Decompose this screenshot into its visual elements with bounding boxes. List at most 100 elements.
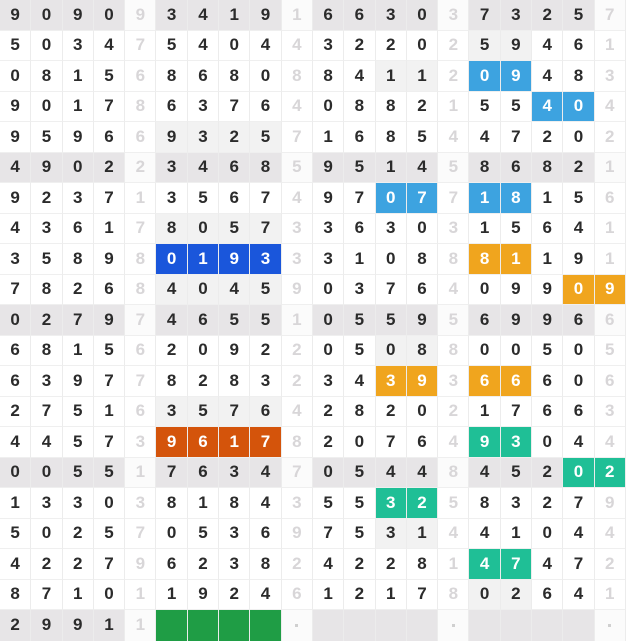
- separator-digit-cell[interactable]: 1: [438, 91, 470, 122]
- digit-cell[interactable]: 0: [187, 335, 220, 366]
- digit-cell[interactable]: 4: [0, 152, 32, 183]
- digit-cell[interactable]: 3: [375, 518, 407, 549]
- separator-digit-cell[interactable]: 2: [438, 396, 470, 427]
- digit-cell[interactable]: 3: [312, 30, 345, 61]
- separator-digit-cell[interactable]: 1: [125, 183, 157, 214]
- digit-cell[interactable]: 2: [375, 396, 407, 427]
- digit-cell[interactable]: 0: [31, 91, 63, 122]
- separator-digit-cell[interactable]: 7: [438, 183, 470, 214]
- digit-cell[interactable]: 9: [62, 122, 94, 153]
- digit-cell[interactable]: 1: [62, 61, 94, 92]
- separator-digit-cell[interactable]: 2: [594, 549, 626, 580]
- digit-cell[interactable]: 0: [31, 30, 63, 61]
- digit-cell[interactable]: 0: [312, 91, 345, 122]
- digit-cell[interactable]: 6: [250, 91, 282, 122]
- separator-digit-cell[interactable]: 3: [594, 61, 626, 92]
- digit-cell[interactable]: 3: [219, 518, 251, 549]
- orange-run-r9[interactable]: 1: [500, 244, 533, 275]
- digit-cell[interactable]: 3: [219, 457, 251, 488]
- digit-cell[interactable]: 8: [312, 61, 345, 92]
- digit-cell[interactable]: 8: [219, 488, 251, 519]
- digit-cell[interactable]: 6: [62, 213, 94, 244]
- blue-run-r3[interactable]: 9: [500, 61, 533, 92]
- separator-digit-cell[interactable]: 7: [281, 457, 313, 488]
- digit-cell[interactable]: 9: [500, 274, 533, 305]
- digit-cell[interactable]: 3: [375, 0, 407, 31]
- separator-digit-cell[interactable]: 4: [594, 427, 626, 458]
- separator-digit-cell[interactable]: 3: [281, 213, 313, 244]
- separator-digit-cell[interactable]: 8: [438, 244, 470, 275]
- teal-run-r16[interactable]: 2: [594, 457, 626, 488]
- digit-cell[interactable]: 3: [187, 91, 220, 122]
- separator-digit-cell[interactable]: 9: [125, 549, 157, 580]
- digit-cell[interactable]: 0: [406, 213, 439, 244]
- digit-cell[interactable]: 7: [406, 579, 439, 610]
- digit-cell[interactable]: 8: [344, 396, 376, 427]
- empty-cell[interactable]: [406, 610, 439, 641]
- digit-cell[interactable]: 5: [406, 122, 439, 153]
- orange-dark-run-r15[interactable]: 7: [250, 427, 282, 458]
- digit-cell[interactable]: 0: [532, 427, 564, 458]
- separator-digit-cell[interactable]: 1: [281, 305, 313, 336]
- digit-cell[interactable]: 9: [0, 91, 32, 122]
- separator-digit-cell[interactable]: 6: [125, 396, 157, 427]
- separator-digit-cell[interactable]: 6: [125, 335, 157, 366]
- digit-cell[interactable]: 4: [469, 457, 501, 488]
- digit-cell[interactable]: 6: [563, 396, 595, 427]
- digit-cell[interactable]: 1: [532, 244, 564, 275]
- digit-cell[interactable]: 4: [156, 305, 188, 336]
- separator-digit-cell[interactable]: 1: [594, 213, 626, 244]
- digit-cell[interactable]: 5: [500, 91, 533, 122]
- digit-cell[interactable]: 5: [344, 152, 376, 183]
- digit-cell[interactable]: 7: [93, 427, 126, 458]
- separator-digit-cell[interactable]: 1: [438, 549, 470, 580]
- digit-cell[interactable]: 4: [563, 518, 595, 549]
- digit-cell[interactable]: 2: [62, 549, 94, 580]
- digit-cell[interactable]: 6: [563, 30, 595, 61]
- digit-cell[interactable]: 1: [375, 61, 407, 92]
- digit-cell[interactable]: 5: [469, 30, 501, 61]
- separator-digit-cell[interactable]: 2: [438, 30, 470, 61]
- teal-run-r16[interactable]: 0: [563, 457, 595, 488]
- digit-cell[interactable]: 5: [219, 305, 251, 336]
- digit-cell[interactable]: 9: [500, 30, 533, 61]
- digit-cell[interactable]: 6: [219, 152, 251, 183]
- digit-cell[interactable]: 2: [344, 579, 376, 610]
- separator-digit-cell[interactable]: 5: [281, 152, 313, 183]
- separator-digit-cell[interactable]: 9: [281, 274, 313, 305]
- teal-run-r17[interactable]: 2: [406, 488, 439, 519]
- digit-cell[interactable]: 8: [0, 579, 32, 610]
- digit-cell[interactable]: 5: [93, 518, 126, 549]
- empty-cell[interactable]: [563, 610, 595, 641]
- digit-cell[interactable]: 0: [375, 244, 407, 275]
- digit-cell[interactable]: 7: [375, 274, 407, 305]
- digit-cell[interactable]: 5: [375, 305, 407, 336]
- empty-cell[interactable]: [469, 610, 501, 641]
- digit-cell[interactable]: 2: [156, 335, 188, 366]
- digit-cell[interactable]: 7: [563, 549, 595, 580]
- digit-cell[interactable]: 4: [187, 152, 220, 183]
- digit-cell[interactable]: 2: [500, 579, 533, 610]
- digit-cell[interactable]: 8: [156, 61, 188, 92]
- digit-cell[interactable]: 8: [375, 91, 407, 122]
- digit-cell[interactable]: 7: [93, 91, 126, 122]
- digit-cell[interactable]: 4: [250, 579, 282, 610]
- teal-run-r15[interactable]: 9: [469, 427, 501, 458]
- digit-cell[interactable]: 5: [93, 61, 126, 92]
- digit-cell[interactable]: 1: [0, 488, 32, 519]
- separator-digit-cell[interactable]: 2: [281, 335, 313, 366]
- blue-run-r3[interactable]: 0: [469, 61, 501, 92]
- blue-run-r7b[interactable]: 1: [469, 183, 501, 214]
- separator-digit-cell[interactable]: 1: [594, 152, 626, 183]
- digit-cell[interactable]: 0: [93, 0, 126, 31]
- blue-run-r7a[interactable]: 7: [406, 183, 439, 214]
- digit-cell[interactable]: 3: [156, 183, 188, 214]
- digit-cell[interactable]: 0: [31, 518, 63, 549]
- teal-run-r19[interactable]: 7: [500, 549, 533, 580]
- digit-cell[interactable]: 7: [344, 183, 376, 214]
- separator-digit-cell[interactable]: 4: [594, 518, 626, 549]
- digit-cell[interactable]: 7: [31, 579, 63, 610]
- digit-cell[interactable]: 4: [93, 30, 126, 61]
- green-bar-last-row[interactable]: [156, 610, 188, 641]
